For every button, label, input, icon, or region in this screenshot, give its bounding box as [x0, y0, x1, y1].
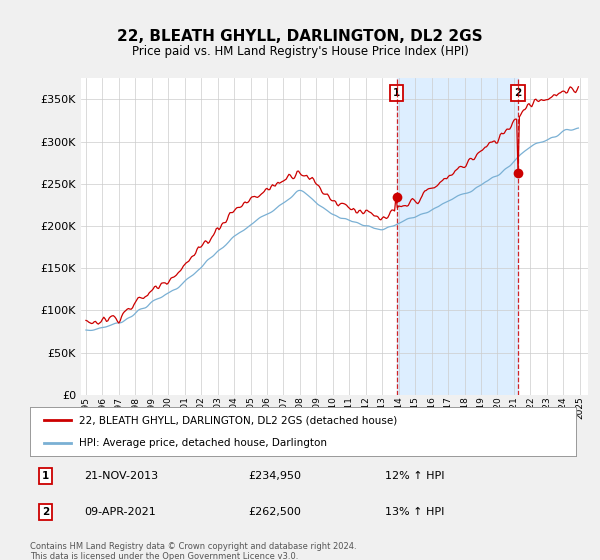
- Text: 2: 2: [41, 507, 49, 517]
- Text: Price paid vs. HM Land Registry's House Price Index (HPI): Price paid vs. HM Land Registry's House …: [131, 45, 469, 58]
- Text: 09-APR-2021: 09-APR-2021: [85, 507, 157, 517]
- Text: 1: 1: [41, 471, 49, 481]
- Text: Contains HM Land Registry data © Crown copyright and database right 2024.
This d: Contains HM Land Registry data © Crown c…: [30, 542, 356, 560]
- Text: 13% ↑ HPI: 13% ↑ HPI: [385, 507, 444, 517]
- Text: £234,950: £234,950: [248, 471, 301, 481]
- Text: HPI: Average price, detached house, Darlington: HPI: Average price, detached house, Darl…: [79, 438, 327, 448]
- Text: 12% ↑ HPI: 12% ↑ HPI: [385, 471, 445, 481]
- Text: 22, BLEATH GHYLL, DARLINGTON, DL2 2GS: 22, BLEATH GHYLL, DARLINGTON, DL2 2GS: [117, 29, 483, 44]
- Text: 1: 1: [393, 88, 400, 98]
- Text: 2: 2: [514, 88, 521, 98]
- Bar: [397, 78, 518, 395]
- Text: £262,500: £262,500: [248, 507, 301, 517]
- Text: 22, BLEATH GHYLL, DARLINGTON, DL2 2GS (detached house): 22, BLEATH GHYLL, DARLINGTON, DL2 2GS (d…: [79, 416, 397, 426]
- Text: 21-NOV-2013: 21-NOV-2013: [85, 471, 159, 481]
